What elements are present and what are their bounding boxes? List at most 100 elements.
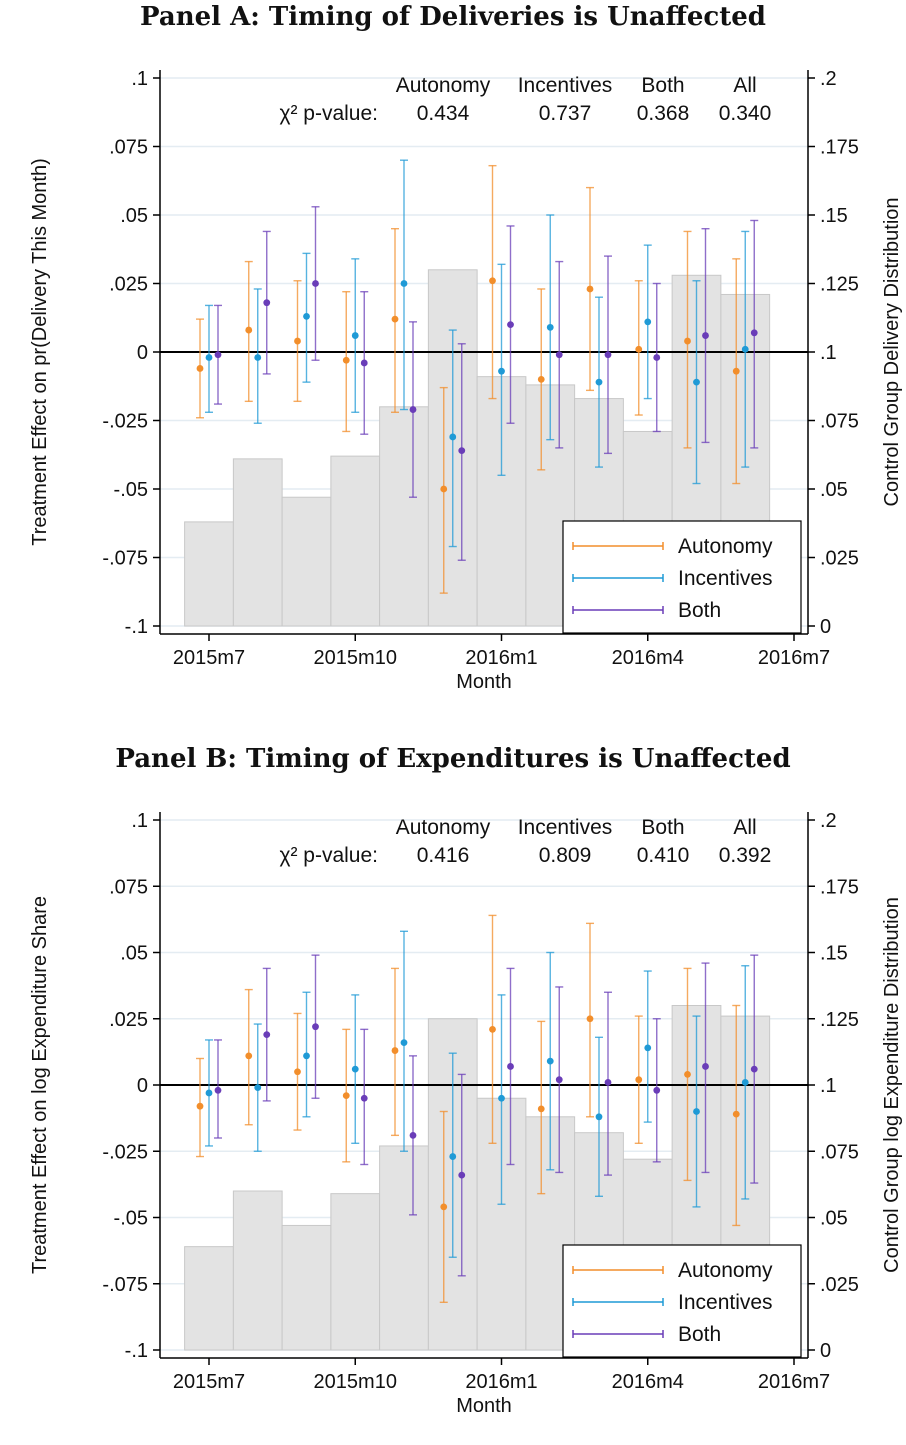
both-point (214, 351, 222, 359)
pvalue-value: 0.434 (417, 102, 470, 125)
pvalue-header: Incentives (518, 74, 613, 97)
both-point (263, 1031, 271, 1039)
y-tick-label: .1 (131, 810, 148, 832)
y2-tick-label: .025 (820, 548, 859, 570)
panel-b: Panel B: Timing of Expenditures is Unaff… (0, 742, 906, 1445)
autonomy-point (440, 1203, 448, 1211)
x-axis-title: Month (456, 671, 512, 693)
both-point (409, 406, 417, 413)
pvalue-value: 0.392 (719, 844, 772, 867)
both-point (555, 1076, 563, 1084)
x-tick-label: 2016m4 (612, 1371, 684, 1393)
incentives-legend-label: Incentives (678, 1291, 773, 1314)
both-point (702, 332, 709, 339)
autonomy-point (684, 1071, 691, 1078)
y2-axis-title: Control Group Delivery Distribution (881, 197, 903, 506)
x-tick-label: 2016m1 (465, 647, 537, 669)
y-tick-label: -.1 (125, 1340, 148, 1362)
both-point (507, 1063, 514, 1070)
pvalue-value: 0.410 (637, 844, 690, 867)
pvalue-value: 0.340 (719, 102, 772, 125)
autonomy-point (342, 356, 350, 364)
incentives-point (693, 378, 700, 386)
control-distribution-bar (232, 458, 283, 627)
both-point (409, 1131, 417, 1139)
both-point (263, 299, 271, 307)
autonomy-point (684, 337, 691, 345)
y2-tick-label: .075 (820, 411, 859, 433)
incentives-point (498, 367, 505, 375)
x-tick-label: 2015m10 (314, 647, 397, 669)
both-point (750, 1065, 758, 1073)
autonomy-point (635, 345, 643, 353)
panel-b-chart: .1 .075 .05 .025 0 -.025 -.05 -.075 -.1 .2 .175 .15… (29, 810, 903, 1417)
pvalue-header: Both (641, 74, 684, 97)
both-point (214, 1086, 222, 1094)
x-tick-label: 2015m7 (173, 1371, 245, 1393)
pvalue-header: Autonomy (396, 816, 491, 839)
y-tick-label: .05 (120, 943, 148, 965)
control-distribution-bar (281, 1224, 332, 1351)
both-point (750, 329, 758, 337)
incentives-legend-label: Incentives (678, 567, 773, 590)
panel-a-chart: .1 .075 .05 .025 0 -.025 -.05 -.075 -.1 .2 .175 .15… (29, 68, 903, 693)
autonomy-point (586, 1015, 594, 1023)
y2-tick-label: .15 (820, 205, 848, 227)
both-point (360, 1094, 368, 1102)
incentives-point (741, 1078, 749, 1086)
incentives-point (595, 378, 603, 386)
y-tick-label: -.05 (114, 479, 148, 501)
x-tick-label: 2016m7 (758, 647, 830, 669)
pvalue-header: Autonomy (396, 74, 491, 97)
both-point (604, 351, 612, 359)
x-tick-label: 2016m4 (612, 647, 684, 669)
incentives-point (644, 318, 652, 326)
autonomy-point (245, 1052, 253, 1060)
autonomy-point (732, 367, 740, 375)
both-point (702, 1063, 709, 1070)
autonomy-point (294, 337, 301, 345)
both-point (555, 351, 563, 359)
incentives-point (546, 323, 554, 331)
incentives-point (741, 345, 749, 353)
pvalue-header: All (733, 74, 756, 97)
pvalue-value: 0.809 (539, 844, 592, 867)
autonomy-point (245, 326, 253, 334)
incentives-point (644, 1044, 652, 1052)
both-point (653, 354, 661, 361)
incentives-point (449, 433, 457, 441)
y2-tick-label: 0 (820, 1340, 831, 1362)
y-axis-title: Treatment Effect on log Expenditure Shar… (29, 896, 51, 1274)
control-distribution-bar (184, 1246, 234, 1351)
both-point (507, 321, 514, 328)
y-tick-label: .1 (131, 68, 148, 90)
panel-a: Panel A: Timing of Deliveries is Unaffec… (0, 0, 906, 720)
control-distribution-bar (330, 1193, 381, 1351)
legend-box (562, 1244, 802, 1358)
autonomy-point (635, 1076, 643, 1084)
y-tick-label: -.025 (102, 411, 148, 433)
y2-tick-label: .05 (820, 479, 848, 501)
incentives-point (254, 354, 262, 361)
y-tick-label: 0 (137, 1075, 148, 1097)
y2-tick-label: .075 (820, 1141, 859, 1163)
incentives-point (303, 1052, 310, 1060)
y2-tick-label: .1 (820, 342, 837, 364)
incentives-point (303, 312, 310, 320)
autonomy-point (732, 1110, 740, 1118)
pvalue-value: 0.368 (637, 102, 690, 125)
y-tick-label: -.05 (114, 1208, 148, 1230)
y2-tick-label: .2 (820, 810, 837, 832)
autonomy-point (586, 285, 594, 293)
autonomy-point (537, 1105, 545, 1113)
incentives-point (351, 1065, 359, 1073)
y-tick-label: -.025 (102, 1141, 148, 1163)
y2-tick-label: .125 (820, 1009, 859, 1031)
incentives-point (205, 354, 213, 361)
panel-a-title: Panel A: Timing of Deliveries is Unaffec… (140, 2, 766, 32)
control-distribution-bar (330, 455, 381, 627)
incentives-point (498, 1094, 505, 1102)
y2-tick-label: .2 (820, 68, 837, 90)
pvalue-value: 0.416 (417, 844, 470, 867)
legend-box (562, 520, 802, 634)
